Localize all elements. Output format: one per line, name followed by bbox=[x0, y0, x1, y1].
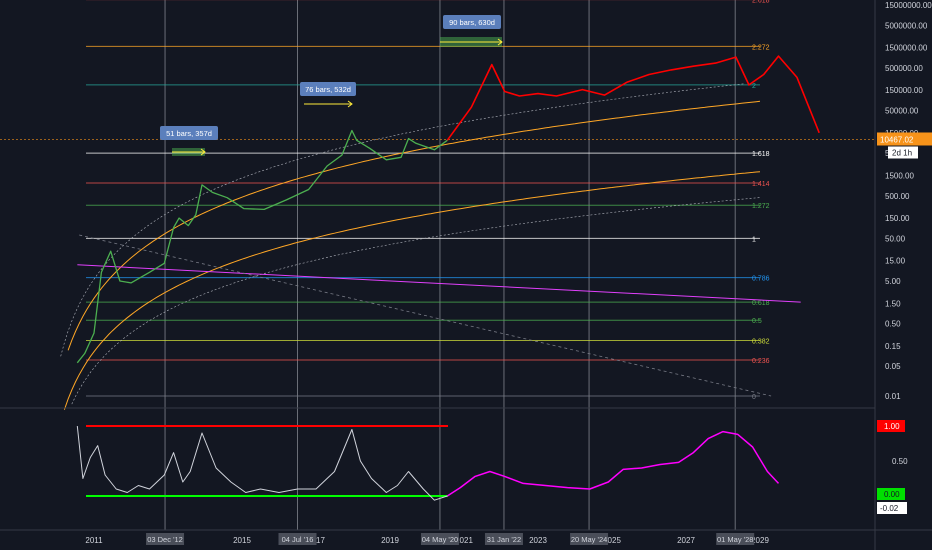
upper-outer-curve bbox=[60, 83, 746, 357]
upper-band-curve bbox=[67, 100, 761, 351]
magenta-trendline bbox=[77, 264, 801, 303]
osc-upper-tag bbox=[877, 420, 905, 432]
oscillator-pane bbox=[76, 425, 780, 501]
cycle-arrow-head bbox=[497, 38, 503, 46]
descending-dashed-line bbox=[79, 234, 772, 397]
cycle-label: 90 bars, 630d bbox=[449, 18, 495, 27]
cycle-label-box bbox=[160, 126, 218, 140]
cycle-arrow-head bbox=[200, 148, 206, 156]
year-label: 2011 bbox=[85, 536, 103, 545]
cycle-label-box bbox=[443, 15, 501, 29]
osc-tick-label: 0.50 bbox=[892, 457, 908, 466]
year-label: 2029 bbox=[751, 536, 769, 545]
cycle-annotations: 51 bars, 357d 76 bars, 532d 90 bars, 630d bbox=[160, 15, 503, 156]
date-label-box bbox=[570, 533, 609, 545]
year-label: 2019 bbox=[381, 536, 399, 545]
oscillator-history-line bbox=[76, 425, 448, 501]
date-label: 04 Jul '16 bbox=[282, 535, 314, 544]
date-label: 03 Dec '12 bbox=[147, 535, 183, 544]
osc-upper-label: 1.00 bbox=[884, 422, 900, 431]
osc-last-tag bbox=[877, 502, 907, 514]
date-label: 01 May '28 bbox=[717, 535, 753, 544]
date-label: 04 May '20 bbox=[422, 535, 458, 544]
price-tick-label: 0.05 bbox=[885, 362, 901, 371]
oscillator-projection-line bbox=[446, 430, 780, 497]
fib-level-label: 2.272 bbox=[752, 44, 770, 51]
fib-level-label: 1 bbox=[752, 236, 756, 243]
year-label: 2025 bbox=[603, 536, 621, 545]
current-price-label: 10467.02 bbox=[880, 135, 914, 144]
date-label-box bbox=[484, 533, 523, 545]
cycle-label: 76 bars, 532d bbox=[305, 85, 351, 94]
date-label: 20 May '24 bbox=[571, 535, 607, 544]
fib-level-label: 0.236 bbox=[752, 358, 770, 365]
price-tick-label: 500.00 bbox=[885, 192, 910, 201]
year-label: 2021 bbox=[455, 536, 473, 545]
cycle-annotation: 51 bars, 357d bbox=[160, 126, 218, 156]
countdown-label: 2d 1h bbox=[892, 148, 912, 157]
fib-level-label: 2 bbox=[752, 83, 756, 90]
price-tick-label: 0.50 bbox=[885, 320, 901, 329]
price-tick-label: 150000.00 bbox=[885, 86, 923, 95]
price-tick-label: 1500.00 bbox=[885, 171, 914, 180]
projected-price-line bbox=[446, 55, 820, 141]
lower-outer-curve bbox=[71, 197, 761, 405]
fib-level-label: 0.5 bbox=[752, 318, 762, 325]
fib-level-label: 0 bbox=[752, 394, 756, 401]
price-tick-label: 500000.00 bbox=[885, 64, 923, 73]
price-tick-label: 1.50 bbox=[885, 299, 901, 308]
cycle-annotation: 76 bars, 532d bbox=[300, 82, 356, 108]
price-tick-label: 15000000.00 bbox=[885, 1, 932, 10]
cycle-annotation: 90 bars, 630d bbox=[440, 15, 503, 47]
price-tick-label: 0.15 bbox=[885, 342, 901, 351]
price-tick-label: 50000.00 bbox=[885, 107, 919, 116]
fib-level-label: 1.272 bbox=[752, 203, 770, 210]
fib-level-label: 0.382 bbox=[752, 339, 770, 346]
price-tick-label: 50.00 bbox=[885, 234, 906, 243]
cycle-arrow-head bbox=[347, 100, 353, 108]
date-label-box bbox=[278, 533, 317, 545]
log-regression-bands bbox=[60, 83, 801, 410]
price-tick-label: 1500000.00 bbox=[885, 44, 928, 53]
year-label: 2023 bbox=[529, 536, 547, 545]
lower-band-curve bbox=[63, 171, 761, 410]
price-tick-label: 0.01 bbox=[885, 392, 901, 401]
fib-level-label: 2.618 bbox=[752, 0, 770, 5]
fib-level-label: 1.618 bbox=[752, 151, 770, 158]
year-label: 2015 bbox=[233, 536, 251, 545]
date-label-box bbox=[420, 533, 459, 545]
historical-price-line bbox=[76, 129, 448, 364]
cycle-label-box bbox=[300, 82, 356, 96]
cycle-label: 51 bars, 357d bbox=[166, 129, 212, 138]
current-price-tag bbox=[877, 132, 932, 146]
date-label-box bbox=[716, 533, 755, 545]
fib-level-label: 0.618 bbox=[752, 300, 770, 307]
price-tick-label: 5000000.00 bbox=[885, 21, 928, 30]
osc-lower-tag bbox=[877, 488, 905, 500]
year-label: 2027 bbox=[677, 536, 695, 545]
price-series bbox=[76, 55, 820, 364]
fib-level-label: 1.414 bbox=[752, 181, 770, 188]
date-label: 31 Jan '22 bbox=[487, 535, 521, 544]
osc-lower-label: 0.00 bbox=[884, 490, 900, 499]
date-label-box bbox=[146, 533, 185, 545]
countdown-tag bbox=[888, 146, 918, 159]
fib-level-label: 0.786 bbox=[752, 276, 770, 283]
price-tick-label: 15.00 bbox=[885, 257, 906, 266]
price-tick-label: 150.00 bbox=[885, 214, 910, 223]
osc-last-label: -0.02 bbox=[880, 504, 899, 513]
price-tick-label: 5.00 bbox=[885, 277, 901, 286]
